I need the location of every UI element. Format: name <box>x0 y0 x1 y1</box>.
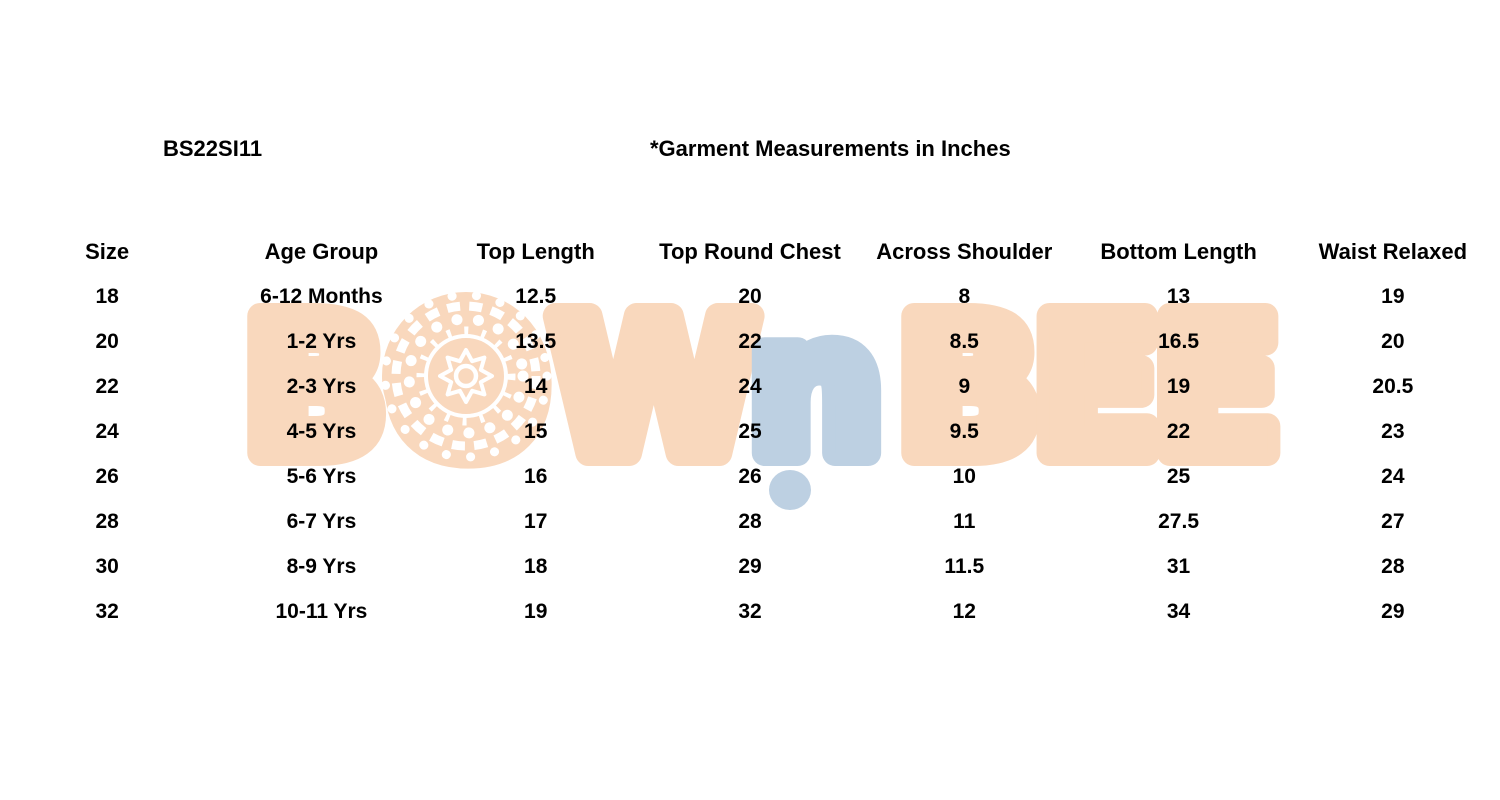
table-cell: 6-7 Yrs <box>286 509 357 533</box>
table-cell: 28 <box>1381 554 1405 578</box>
table-cell: 19 <box>1381 284 1405 308</box>
column-header-bottom-length: Bottom Length <box>1100 238 1257 264</box>
table-cell: 19 <box>1166 374 1191 398</box>
mandala-icon <box>380 290 552 462</box>
table-cell: 32 <box>95 599 119 623</box>
table-cell: 5-6 Yrs <box>286 464 357 488</box>
table-cell: 24 <box>1381 464 1405 488</box>
table-cell: 6-12 Months <box>260 284 383 308</box>
column-header-size: Size <box>85 238 130 264</box>
table-cell: 29 <box>1381 599 1405 623</box>
table-cell: 18 <box>95 284 119 308</box>
table-cell: 9.5 <box>949 419 979 443</box>
watermark-text-n: n <box>749 279 883 498</box>
column-header-waist-relaxed: Waist Relaxed <box>1318 238 1468 264</box>
watermark-text-bee: BEE <box>897 279 1273 498</box>
table-cell: 17 <box>524 509 548 533</box>
table-cell: 8.5 <box>949 329 979 353</box>
table-cell: 11 <box>953 509 976 533</box>
table-cell: 8-9 Yrs <box>286 554 357 578</box>
table-cell: 2-3 Yrs <box>286 374 357 398</box>
table-cell: 28 <box>95 509 119 533</box>
table-cell: 27 <box>1381 509 1405 533</box>
table-cell: 25 <box>1166 464 1191 488</box>
table-cell: 20 <box>95 329 119 353</box>
table-cell: 20.5 <box>1372 374 1414 398</box>
table-cell: 18 <box>524 554 548 578</box>
table-cell: 14 <box>524 374 548 398</box>
table-cell: 31 <box>1166 554 1191 578</box>
table-cell: 20 <box>1381 329 1405 353</box>
table-cell: 9 <box>958 374 971 398</box>
table-cell: 30 <box>95 554 119 578</box>
table-cell: 22 <box>95 374 119 398</box>
n-dot-ornament <box>769 470 811 510</box>
table-cell: 26 <box>738 464 762 488</box>
table-cell: 13 <box>1166 284 1191 308</box>
table-cell: 27.5 <box>1158 509 1199 533</box>
column-header-age-group: Age Group <box>264 238 379 264</box>
table-cell: 12 <box>952 599 976 623</box>
table-cell: 16 <box>524 464 548 488</box>
table-cell: 10-11 Yrs <box>275 599 368 623</box>
table-cell: 34 <box>1166 599 1191 623</box>
table-cell: 10 <box>952 464 976 488</box>
table-cell: 32 <box>738 599 762 623</box>
column-header-across-shoulder: Across Shoulder <box>876 238 1053 264</box>
table-cell: 26 <box>95 464 119 488</box>
table-cell: 25 <box>738 419 762 443</box>
table-cell: 4-5 Yrs <box>286 419 357 443</box>
table-cell: 12.5 <box>515 284 557 308</box>
table-cell: 13.5 <box>515 329 557 353</box>
product-code: BS22SI11 <box>163 136 263 161</box>
table-cell: 15 <box>524 419 548 443</box>
table-cell: 19 <box>524 599 548 623</box>
page-title: *Garment Measurements in Inches <box>650 136 1011 161</box>
table-cell: 16.5 <box>1158 329 1199 353</box>
table-cell: 22 <box>738 329 762 353</box>
table-cell: 29 <box>738 554 762 578</box>
table-cell: 28 <box>738 509 762 533</box>
table-cell: 23 <box>1381 419 1405 443</box>
column-header-top-length: Top Length <box>476 238 595 264</box>
watermark-text-bow: BOW <box>243 279 759 498</box>
size-chart-table: Size Age Group Top Length Top Round Ches… <box>0 229 1500 634</box>
table-cell: 22 <box>1166 419 1191 443</box>
table-cell: 8 <box>958 284 971 308</box>
table-cell: 20 <box>738 284 762 308</box>
table-cell: 11.5 <box>944 554 985 578</box>
table-cell: 24 <box>95 419 119 443</box>
column-header-top-round-chest: Top Round Chest <box>659 238 841 264</box>
table-cell: 24 <box>738 374 762 398</box>
table-cell: 1-2 Yrs <box>286 329 357 353</box>
